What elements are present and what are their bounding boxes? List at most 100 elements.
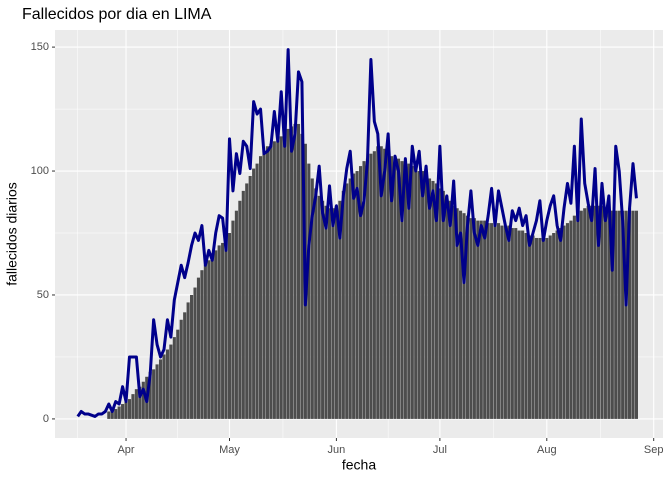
bar xyxy=(131,394,135,419)
bar xyxy=(255,163,259,419)
bar xyxy=(148,371,152,419)
bar xyxy=(317,195,321,419)
bar xyxy=(321,200,325,419)
bar xyxy=(241,190,245,419)
bar xyxy=(365,158,370,419)
bar xyxy=(307,163,311,419)
x-tick-label: Sep xyxy=(644,444,664,456)
bar xyxy=(486,223,490,419)
bar xyxy=(165,349,169,419)
bar xyxy=(117,406,121,419)
bar xyxy=(534,237,538,419)
bar xyxy=(507,225,511,419)
bar xyxy=(172,337,176,419)
y-tick-label: 150 xyxy=(31,41,49,53)
bar xyxy=(190,294,194,419)
bar xyxy=(524,233,528,419)
bar xyxy=(186,302,190,419)
bar xyxy=(362,161,366,419)
bar xyxy=(224,237,228,419)
bar xyxy=(283,131,287,419)
bar xyxy=(276,141,280,419)
line xyxy=(76,48,638,418)
bar xyxy=(290,126,294,419)
bar xyxy=(314,188,318,419)
bar xyxy=(338,200,342,419)
bar xyxy=(352,173,356,419)
bar xyxy=(576,213,580,419)
bar xyxy=(262,151,266,419)
bar xyxy=(386,153,390,419)
bar xyxy=(296,123,301,419)
bar xyxy=(348,178,352,419)
bar xyxy=(238,200,242,419)
bar xyxy=(217,245,221,419)
bar xyxy=(124,401,128,419)
bar xyxy=(583,208,587,419)
bar xyxy=(610,210,614,419)
bar xyxy=(465,215,470,419)
bar xyxy=(521,230,525,419)
bar xyxy=(252,168,256,419)
bar xyxy=(169,344,173,419)
bar xyxy=(593,205,597,419)
bar xyxy=(245,183,249,419)
bar xyxy=(176,329,180,419)
bar xyxy=(393,156,397,419)
bar xyxy=(572,215,576,419)
bar xyxy=(293,123,297,419)
bar xyxy=(359,166,363,419)
bar xyxy=(141,381,145,419)
bar xyxy=(531,235,535,419)
bar xyxy=(527,235,532,419)
bar xyxy=(134,389,138,419)
bar xyxy=(459,210,463,419)
bar xyxy=(472,218,476,419)
bar xyxy=(634,210,638,419)
bar xyxy=(452,205,456,419)
bar xyxy=(383,148,387,419)
bar xyxy=(300,133,304,419)
bar xyxy=(410,166,414,419)
bar xyxy=(545,237,549,419)
bar xyxy=(155,364,159,419)
bar xyxy=(538,237,542,419)
bar xyxy=(445,195,449,419)
bar xyxy=(559,228,563,419)
bar xyxy=(345,183,349,419)
x-tick-label: Jun xyxy=(328,444,346,456)
bar xyxy=(552,233,556,419)
bar xyxy=(162,354,166,419)
chart-title: Fallecidos por dia en LIMA xyxy=(22,6,212,23)
x-tick-label: Jul xyxy=(433,444,447,456)
bar xyxy=(400,161,404,419)
bar xyxy=(427,178,432,419)
bar xyxy=(200,270,204,419)
bar xyxy=(510,228,514,419)
bar xyxy=(396,158,401,419)
bar xyxy=(210,255,214,419)
bar xyxy=(500,225,504,419)
bar xyxy=(614,210,618,419)
x-tick-label: Aug xyxy=(537,444,557,456)
bar xyxy=(221,242,225,419)
bar xyxy=(310,178,314,419)
bar xyxy=(555,230,559,419)
bar xyxy=(562,225,566,419)
bar xyxy=(110,411,114,419)
bar xyxy=(341,190,345,419)
bar xyxy=(517,230,521,419)
bar xyxy=(324,205,328,419)
y-tick-label: 100 xyxy=(31,165,49,177)
bar xyxy=(121,404,125,419)
bar xyxy=(421,171,425,419)
bar xyxy=(627,208,632,419)
bar xyxy=(334,205,338,419)
bar xyxy=(107,411,111,419)
bar xyxy=(269,143,273,419)
bar xyxy=(493,223,497,419)
bar xyxy=(407,163,411,419)
bar xyxy=(331,208,335,419)
bar xyxy=(590,205,594,419)
bar xyxy=(231,220,235,419)
